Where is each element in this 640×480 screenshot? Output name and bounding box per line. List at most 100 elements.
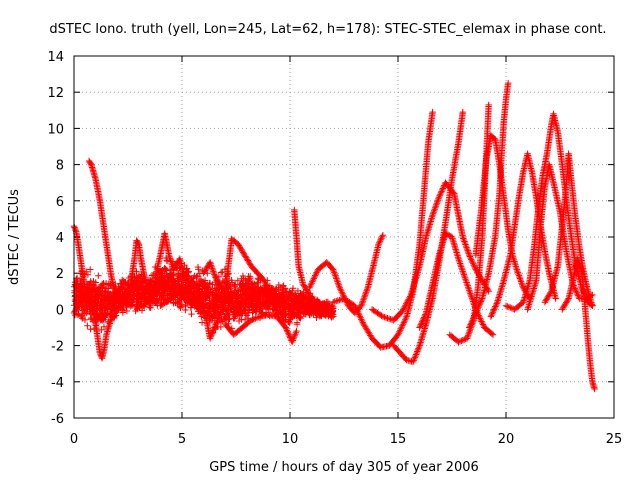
data-point — [84, 322, 91, 329]
data-point — [402, 355, 409, 363]
data-point — [418, 320, 425, 327]
data-point — [455, 257, 463, 264]
data-point — [243, 254, 250, 261]
data-point — [516, 275, 524, 282]
data-point — [465, 250, 472, 257]
data-point — [420, 315, 427, 322]
data-point — [456, 260, 464, 267]
data-point — [337, 286, 344, 293]
data-point — [422, 311, 429, 318]
y-tick-label: 4 — [56, 231, 64, 246]
data-point — [514, 267, 521, 275]
data-point — [428, 213, 436, 220]
data-point — [292, 331, 299, 338]
data-point — [362, 289, 370, 296]
data-point — [352, 304, 359, 311]
data-point — [72, 227, 79, 234]
data-point — [211, 324, 218, 331]
data-point — [379, 232, 387, 239]
data-point — [206, 335, 214, 342]
data-point — [307, 281, 315, 288]
data-point — [430, 209, 437, 216]
data-point — [438, 188, 445, 195]
data-marks — [70, 79, 598, 393]
data-point — [591, 385, 598, 393]
data-point — [388, 316, 396, 323]
data-point — [552, 295, 559, 302]
data-point — [312, 270, 320, 278]
data-point — [411, 354, 419, 361]
data-point — [208, 330, 216, 337]
data-point — [334, 280, 342, 287]
data-point — [301, 283, 308, 290]
y-tick-label: 10 — [47, 122, 64, 137]
data-point — [399, 306, 407, 313]
data-point — [336, 284, 343, 291]
data-point — [379, 313, 387, 320]
data-point — [460, 235, 467, 242]
data-point — [300, 282, 307, 289]
data-point — [235, 242, 243, 249]
data-point — [355, 310, 362, 317]
data-point — [313, 269, 320, 276]
data-point — [420, 314, 428, 321]
data-point — [457, 261, 464, 269]
data-point — [471, 264, 479, 272]
x-tick-label: 20 — [498, 432, 515, 447]
data-point — [311, 273, 318, 281]
data-point — [429, 212, 436, 219]
data-point — [310, 275, 317, 282]
data-point — [330, 267, 337, 275]
data-point — [456, 258, 463, 266]
y-tick-label: -2 — [51, 340, 64, 355]
data-point — [207, 260, 214, 267]
x-tick-label: 25 — [606, 432, 623, 447]
data-point — [471, 263, 478, 270]
data-point — [207, 333, 214, 340]
data-point — [421, 312, 428, 320]
data-point — [396, 328, 403, 335]
data-point — [410, 357, 417, 364]
data-point — [476, 315, 484, 322]
data-point — [328, 265, 336, 272]
data-point — [236, 243, 243, 251]
data-point — [460, 269, 467, 277]
data-point — [419, 317, 426, 324]
data-point — [379, 233, 386, 240]
data-point — [407, 293, 414, 300]
data-point — [290, 335, 297, 343]
data-point — [134, 239, 142, 247]
data-point — [211, 272, 219, 280]
data-point — [362, 290, 369, 297]
data-point — [397, 327, 404, 334]
data-point — [437, 189, 445, 196]
data-point — [463, 280, 471, 288]
data-point — [453, 250, 461, 258]
data-point — [459, 108, 466, 116]
data-point — [461, 238, 468, 245]
x-tick-label: 0 — [70, 432, 78, 447]
data-point — [245, 258, 252, 266]
grid-lines — [74, 56, 614, 418]
data-point — [243, 256, 251, 263]
data-point — [496, 289, 504, 297]
data-point — [358, 316, 365, 323]
data-point — [358, 301, 365, 308]
data-point — [402, 316, 409, 323]
data-point — [308, 280, 315, 287]
data-point — [103, 329, 111, 337]
y-tick-label: 6 — [56, 195, 64, 210]
data-point — [90, 168, 97, 175]
data-point — [406, 294, 413, 302]
data-point — [339, 290, 346, 297]
data-point — [240, 250, 247, 257]
x-tick-label: 10 — [282, 432, 299, 447]
y-tick-label: 0 — [56, 303, 64, 318]
data-point — [289, 337, 296, 344]
data-point — [209, 265, 216, 272]
y-tick-label: -6 — [51, 412, 64, 427]
data-point — [338, 289, 345, 296]
data-point — [360, 296, 367, 303]
data-point — [337, 287, 345, 294]
